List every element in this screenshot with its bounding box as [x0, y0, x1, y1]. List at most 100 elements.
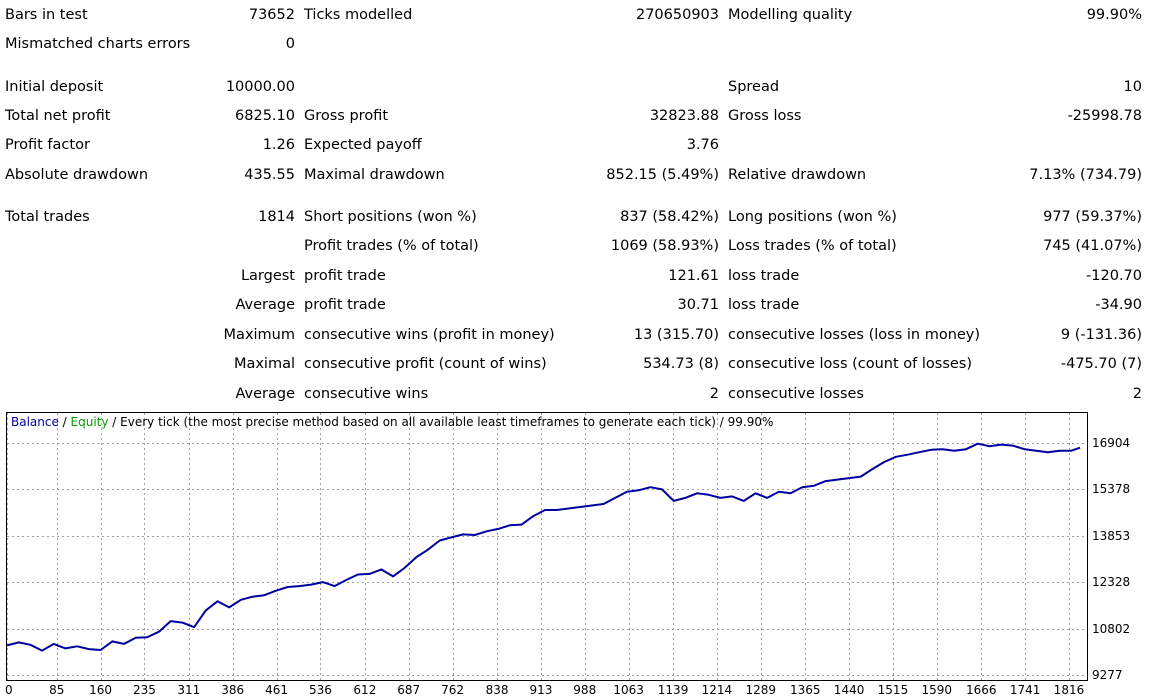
- initial-deposit-label: Initial deposit: [5, 79, 104, 95]
- total-net-profit-label: Total net profit: [5, 108, 111, 124]
- y-tick-label: 9277: [1092, 668, 1123, 682]
- largest-profit-trade-value: 121.61: [668, 268, 719, 284]
- relative-drawdown-value: 7.13% (734.79): [1029, 167, 1142, 183]
- y-tick-label: 12328: [1092, 575, 1131, 590]
- bars-in-test-value: 73652: [248, 7, 295, 23]
- maximal-consecutive-loss-value: -475.70 (7): [1060, 356, 1142, 372]
- relative-drawdown-label: Relative drawdown: [728, 167, 867, 183]
- row-profit: Total net profit 6825.10 Gross profit 32823…: [0, 104, 1150, 128]
- profit-trades-label: Profit trades (% of total): [304, 238, 479, 254]
- spread-value: 10: [1123, 79, 1142, 95]
- row-bars: Bars in test 73652 Ticks modelled 270650903…: [0, 3, 1150, 27]
- long-positions-label: Long positions (won %): [728, 209, 897, 225]
- max-consecutive-wins-value: 13 (315.70): [633, 327, 719, 343]
- legend-balance: Balance: [11, 415, 59, 429]
- x-tick-label: 160: [89, 683, 113, 697]
- average-consecutive-wins-label: consecutive wins: [304, 386, 429, 402]
- x-tick-label: 386: [221, 683, 245, 697]
- x-tick-label: 0: [5, 683, 13, 697]
- x-tick-label: 1139: [657, 683, 689, 697]
- x-tick-label: 1590: [921, 683, 953, 697]
- maximal-consecutive-profit-label: consecutive profit (count of wins): [304, 356, 547, 372]
- total-trades-label: Total trades: [5, 209, 90, 225]
- row-maximal: Maximal consecutive profit (count of wins…: [0, 352, 1150, 376]
- average-profit-trade-value: 30.71: [677, 297, 719, 313]
- ticks-modelled-value: 270650903: [635, 7, 719, 23]
- modelling-quality-label: Modelling quality: [728, 7, 853, 23]
- x-tick-label: 838: [485, 683, 509, 697]
- average-consecutive-losses-label: consecutive losses: [728, 386, 864, 402]
- x-tick-label: 1666: [965, 683, 997, 697]
- balance-equity-chart: Balance / Equity / Every tick (the most …: [6, 412, 1088, 681]
- x-tick-label: 536: [308, 683, 332, 697]
- mismatched-errors-value: 0: [285, 36, 295, 52]
- chart-legend: Balance / Equity / Every tick (the most …: [11, 415, 773, 429]
- y-tick-label: 15378: [1092, 482, 1131, 497]
- x-tick-label: 1214: [701, 683, 733, 697]
- legend-description: / Every tick (the most precise method ba…: [108, 415, 774, 429]
- expected-payoff-value: 3.76: [686, 137, 719, 153]
- total-net-profit-value: 6825.10: [235, 108, 295, 124]
- x-tick-label: 1440: [833, 683, 865, 697]
- mismatched-errors-label: Mismatched charts errors: [5, 36, 191, 52]
- average-loss-trade-label: loss trade: [728, 297, 800, 313]
- row-mismatched: Mismatched charts errors 0: [0, 32, 1150, 56]
- x-tick-label: 235: [132, 683, 156, 697]
- largest-profit-trade-label: profit trade: [304, 268, 386, 284]
- average-loss-trade-value: -34.90: [1095, 297, 1142, 313]
- row-trades: Total trades 1814 Short positions (won %) 8…: [0, 205, 1150, 229]
- average-consecutive-wins-value: 2: [709, 386, 719, 402]
- initial-deposit-value: 10000.00: [225, 79, 295, 95]
- profit-factor-label: Profit factor: [5, 137, 90, 153]
- row-average-consec: Average consecutive wins 2 consecutive loss…: [0, 382, 1150, 406]
- maximal-drawdown-label: Maximal drawdown: [304, 167, 445, 183]
- x-tick-label: 612: [353, 683, 377, 697]
- legend-separator: /: [58, 415, 71, 429]
- max-consecutive-losses-label: consecutive losses (loss in money): [728, 327, 981, 343]
- row-deposit: Initial deposit 10000.00 Spread 10: [0, 75, 1150, 99]
- row-factor: Profit factor 1.26 Expected payoff 3.76: [0, 133, 1150, 157]
- row-average: Average profit trade 30.71 loss trade -34.90: [0, 293, 1150, 317]
- maximal-consecutive-loss-label: consecutive loss (count of losses): [728, 356, 973, 372]
- x-tick-label: 1063: [613, 683, 644, 697]
- average-label: Average: [235, 297, 295, 313]
- x-tick-label: 1515: [877, 683, 909, 697]
- maximum-label: Maximum: [223, 327, 295, 343]
- x-tick-label: 988: [573, 683, 597, 697]
- loss-trades-label: Loss trades (% of total): [728, 238, 897, 254]
- modelling-quality-value: 99.90%: [1086, 7, 1142, 23]
- average-profit-trade-label: profit trade: [304, 297, 386, 313]
- short-positions-label: Short positions (won %): [304, 209, 477, 225]
- bars-in-test-label: Bars in test: [5, 7, 88, 23]
- x-tick-label: 85: [49, 683, 65, 697]
- row-profit-trades: Profit trades (% of total) 1069 (58.93%) L…: [0, 234, 1150, 258]
- short-positions-value: 837 (58.42%): [620, 209, 719, 225]
- x-tick-label: 311: [177, 683, 201, 697]
- gross-profit-value: 32823.88: [649, 108, 719, 124]
- x-tick-label: 461: [265, 683, 289, 697]
- x-tick-label: 913: [529, 683, 553, 697]
- largest-label: Largest: [240, 268, 295, 284]
- x-tick-label: 762: [441, 683, 465, 697]
- maximal-consecutive-profit-value: 534.73 (8): [643, 356, 719, 372]
- x-tick-label: 1816: [1053, 683, 1085, 697]
- y-tick-label: 10802: [1092, 621, 1131, 636]
- profit-trades-value: 1069 (58.93%): [610, 238, 719, 254]
- average-consec-label: Average: [235, 386, 295, 402]
- x-tick-label: 1289: [745, 683, 777, 697]
- max-consecutive-losses-value: 9 (-131.36): [1060, 327, 1142, 343]
- legend-equity: Equity: [70, 415, 109, 429]
- largest-loss-trade-value: -120.70: [1086, 268, 1142, 284]
- x-tick-label: 1365: [789, 683, 821, 697]
- long-positions-value: 977 (59.37%): [1043, 209, 1142, 225]
- total-trades-value: 1814: [258, 209, 295, 225]
- expected-payoff-label: Expected payoff: [304, 137, 422, 153]
- chart-plot-area: [7, 413, 1087, 680]
- row-maximum: Maximum consecutive wins (profit in money…: [0, 323, 1150, 347]
- gross-profit-label: Gross profit: [304, 108, 389, 124]
- row-largest: Largest profit trade 121.61 loss trade -120.…: [0, 264, 1150, 288]
- series-line-balance: [7, 442, 1081, 652]
- row-drawdown: Absolute drawdown 435.55 Maximal drawdown 8…: [0, 163, 1150, 187]
- loss-trades-value: 745 (41.07%): [1043, 238, 1142, 254]
- y-tick-label: 16904: [1092, 436, 1131, 450]
